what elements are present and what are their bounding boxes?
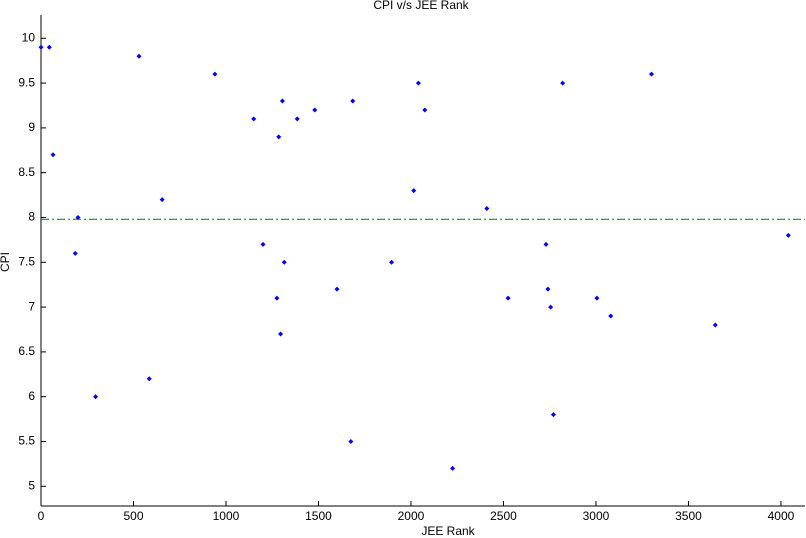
scatter-point — [550, 412, 556, 418]
scatter-point — [334, 286, 340, 292]
scatter-point — [278, 331, 284, 337]
scatter-point — [279, 98, 285, 104]
y-tick-label: 6.5 — [18, 344, 35, 358]
scatter-point — [594, 295, 600, 301]
x-tick-label: 1000 — [213, 509, 240, 523]
scatter-point — [276, 134, 282, 140]
scatter-point — [648, 71, 654, 77]
scatter-point — [484, 206, 490, 212]
x-tick-label: 4000 — [768, 509, 795, 523]
scatter-point — [72, 250, 78, 256]
scatter-point — [560, 80, 566, 86]
scatter-point — [281, 259, 287, 265]
scatter-point — [294, 116, 300, 122]
y-tick-label: 9 — [28, 120, 35, 134]
y-tick-label: 6 — [28, 389, 35, 403]
x-axis-label: JEE Rank — [421, 524, 475, 538]
x-tick-label: 3000 — [583, 509, 610, 523]
scatter-point — [450, 465, 456, 471]
scatter-point — [146, 376, 152, 382]
scatter-point — [505, 295, 511, 301]
x-tick-label: 3500 — [675, 509, 702, 523]
scatter-point — [350, 98, 356, 104]
scatter-point — [348, 438, 354, 444]
y-tick-label: 9.5 — [18, 75, 35, 89]
y-tick-label: 5.5 — [18, 434, 35, 448]
y-tick-label: 8.5 — [18, 165, 35, 179]
scatter-point — [251, 116, 257, 122]
scatter-point — [75, 214, 81, 220]
scatter-point — [312, 107, 318, 113]
scatter-point — [93, 394, 99, 400]
scatter-point — [389, 259, 395, 265]
scatter-point — [38, 44, 44, 50]
scatter-point — [422, 107, 428, 113]
scatter-point — [159, 197, 165, 203]
scatter-point — [136, 53, 142, 59]
x-tick-label: 0 — [38, 509, 45, 523]
scatter-point — [50, 152, 56, 158]
chart-title: CPI v/s JEE Rank — [373, 0, 469, 12]
scatter-point — [212, 71, 218, 77]
scatter-point — [608, 313, 614, 319]
scatter-point — [785, 232, 791, 238]
scatter-point — [545, 286, 551, 292]
y-tick-label: 5 — [28, 478, 35, 492]
scatter-point — [712, 322, 718, 328]
y-tick-label: 10 — [22, 30, 36, 44]
scatter-point — [46, 44, 52, 50]
x-tick-label: 1500 — [305, 509, 332, 523]
x-tick-label: 500 — [123, 509, 143, 523]
y-tick-label: 8 — [28, 210, 35, 224]
y-tick-label: 7 — [28, 299, 35, 313]
scatter-point — [411, 188, 417, 194]
y-tick-label: 7.5 — [18, 254, 35, 268]
x-tick-label: 2500 — [490, 509, 517, 523]
x-tick-label: 2000 — [398, 509, 425, 523]
scatter-point — [543, 241, 549, 247]
y-axis-label: CPI — [0, 252, 12, 272]
scatter-point — [415, 80, 421, 86]
scatter-point — [548, 304, 554, 310]
scatter-point — [274, 295, 280, 301]
scatter-point — [260, 241, 266, 247]
